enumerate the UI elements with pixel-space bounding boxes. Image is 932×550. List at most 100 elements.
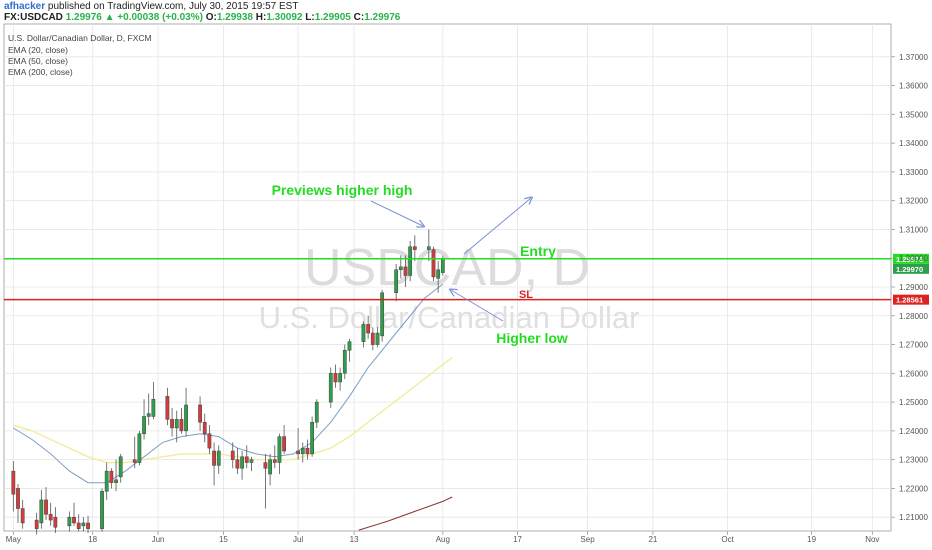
candle-body	[53, 516, 58, 528]
price-change: +0.00038 (+0.03%)	[117, 12, 203, 23]
candle-body	[132, 459, 137, 463]
candle-body	[240, 456, 244, 469]
candle-body	[412, 246, 417, 250]
candle-body	[380, 292, 385, 337]
y-tick-label: 1.28000	[899, 312, 928, 321]
candle-body	[370, 332, 375, 345]
candle-body	[426, 246, 431, 250]
price-axis[interactable]: 1.37000 1.36000 1.35000 1.34000 1.33000 1.320…	[891, 53, 928, 522]
candle-body	[436, 269, 441, 279]
annotation-sl: SL	[519, 289, 533, 301]
arrow-to-higher-low	[451, 290, 504, 322]
quote-line: FX:USDCAD 1.29976 ▲ +0.00038 (+0.03%) O:…	[4, 12, 400, 23]
candle-body	[207, 433, 212, 449]
candle-body	[146, 413, 151, 417]
x-tick-label: Sep	[580, 535, 595, 544]
y-tick-label: 1.35000	[899, 110, 928, 119]
candle-body	[398, 266, 403, 270]
x-tick-label: Jul	[293, 535, 303, 544]
candle-body	[100, 491, 104, 529]
candle-body	[235, 459, 240, 469]
x-tick-label: 15	[219, 535, 228, 544]
chart-header: afhacker published on TradingView.com, J…	[0, 0, 932, 23]
open-label: O:	[205, 12, 217, 23]
y-tick-label: 1.24000	[899, 427, 928, 436]
x-tick-label: Jun	[152, 535, 165, 544]
candle-body	[272, 459, 277, 463]
chart-title: U.S. Dollar/Canadian Dollar, D, FXCM	[8, 33, 152, 43]
x-tick-label: May	[6, 535, 21, 544]
x-tick-label: 21	[648, 535, 657, 544]
entry-price-tag: 1.29976	[896, 255, 923, 264]
candle-body	[403, 266, 408, 276]
y-tick-label: 1.32000	[899, 197, 928, 206]
candle-body	[230, 450, 235, 460]
candle-body	[39, 499, 44, 524]
annotations: Previews higher high Entry SL Higher low	[272, 182, 568, 346]
x-tick-label: 17	[513, 535, 522, 544]
y-tick-label: 1.25000	[899, 398, 928, 407]
candle-body	[118, 456, 123, 478]
candle-body	[338, 373, 343, 383]
candle-body	[109, 470, 114, 483]
candle-body	[249, 459, 254, 463]
y-tick-label: 1.34000	[899, 139, 928, 148]
candle-body	[277, 436, 282, 463]
annotation-entry: Entry	[520, 243, 556, 259]
candle-body	[142, 416, 146, 434]
y-tick-label: 1.27000	[899, 341, 928, 350]
candle-body	[333, 373, 338, 383]
arrow-entry-target	[463, 198, 531, 255]
watermark: USDCAD, D U.S. Dollar/Canadian Dollar	[259, 239, 640, 335]
legend-ema200[interactable]: EMA (200, close)	[8, 67, 73, 77]
candle-body	[328, 373, 333, 403]
close-value: 1.29976	[364, 12, 401, 23]
candle-body	[366, 324, 371, 334]
up-arrow-icon: ▲	[104, 12, 115, 23]
y-tick-label: 1.22000	[899, 484, 928, 493]
candle-body	[268, 459, 272, 475]
candle-body	[67, 516, 72, 527]
y-tick-label: 1.21000	[899, 513, 928, 522]
x-tick-label: 19	[807, 535, 816, 544]
candle-body	[48, 514, 53, 521]
y-tick-label: 1.26000	[899, 369, 928, 378]
candle-body	[310, 421, 314, 455]
candle-body	[347, 341, 352, 351]
author-link[interactable]: afhacker	[4, 1, 46, 12]
candle-body	[104, 470, 109, 492]
y-tick-label: 1.31000	[899, 225, 928, 234]
annotation-higher-low: Higher low	[496, 330, 568, 346]
x-tick-label: Nov	[865, 535, 879, 544]
low-value: 1.29905	[314, 12, 351, 23]
candle-body	[179, 419, 184, 432]
legend-ema20[interactable]: EMA (20, close)	[8, 45, 68, 55]
last-price: 1.29976	[65, 12, 102, 23]
candle-body	[394, 269, 399, 294]
candle-body	[20, 508, 25, 524]
candle-body	[216, 450, 221, 466]
y-tick-label: 1.33000	[899, 168, 928, 177]
last-price-tag: 1.29970	[896, 265, 923, 274]
symbol-label[interactable]: FX:USDCAD	[4, 12, 63, 23]
candle-body	[16, 488, 20, 509]
candle-body	[408, 246, 413, 276]
ema200-line	[358, 496, 453, 531]
candle-body	[137, 433, 142, 463]
legend-ema50[interactable]: EMA (50, close)	[8, 56, 68, 66]
sl-price-tag: 1.28561	[896, 296, 923, 305]
candle-body	[375, 332, 380, 345]
annotation-higher-high: Previews higher high	[272, 182, 413, 198]
low-label: L:	[305, 12, 315, 23]
candle-body	[244, 456, 249, 463]
plot-frame	[3, 23, 892, 532]
time-axis[interactable]: May 18 Jun 15 Jul 13 Aug 17 Sep 21 Oct 19 Nov	[6, 531, 880, 544]
candle-body	[44, 499, 48, 515]
candle-body	[151, 398, 156, 417]
x-tick-label: Aug	[436, 535, 450, 544]
y-tick-label: 1.37000	[899, 53, 928, 62]
candle-body	[11, 470, 16, 495]
candle-body	[86, 522, 90, 529]
